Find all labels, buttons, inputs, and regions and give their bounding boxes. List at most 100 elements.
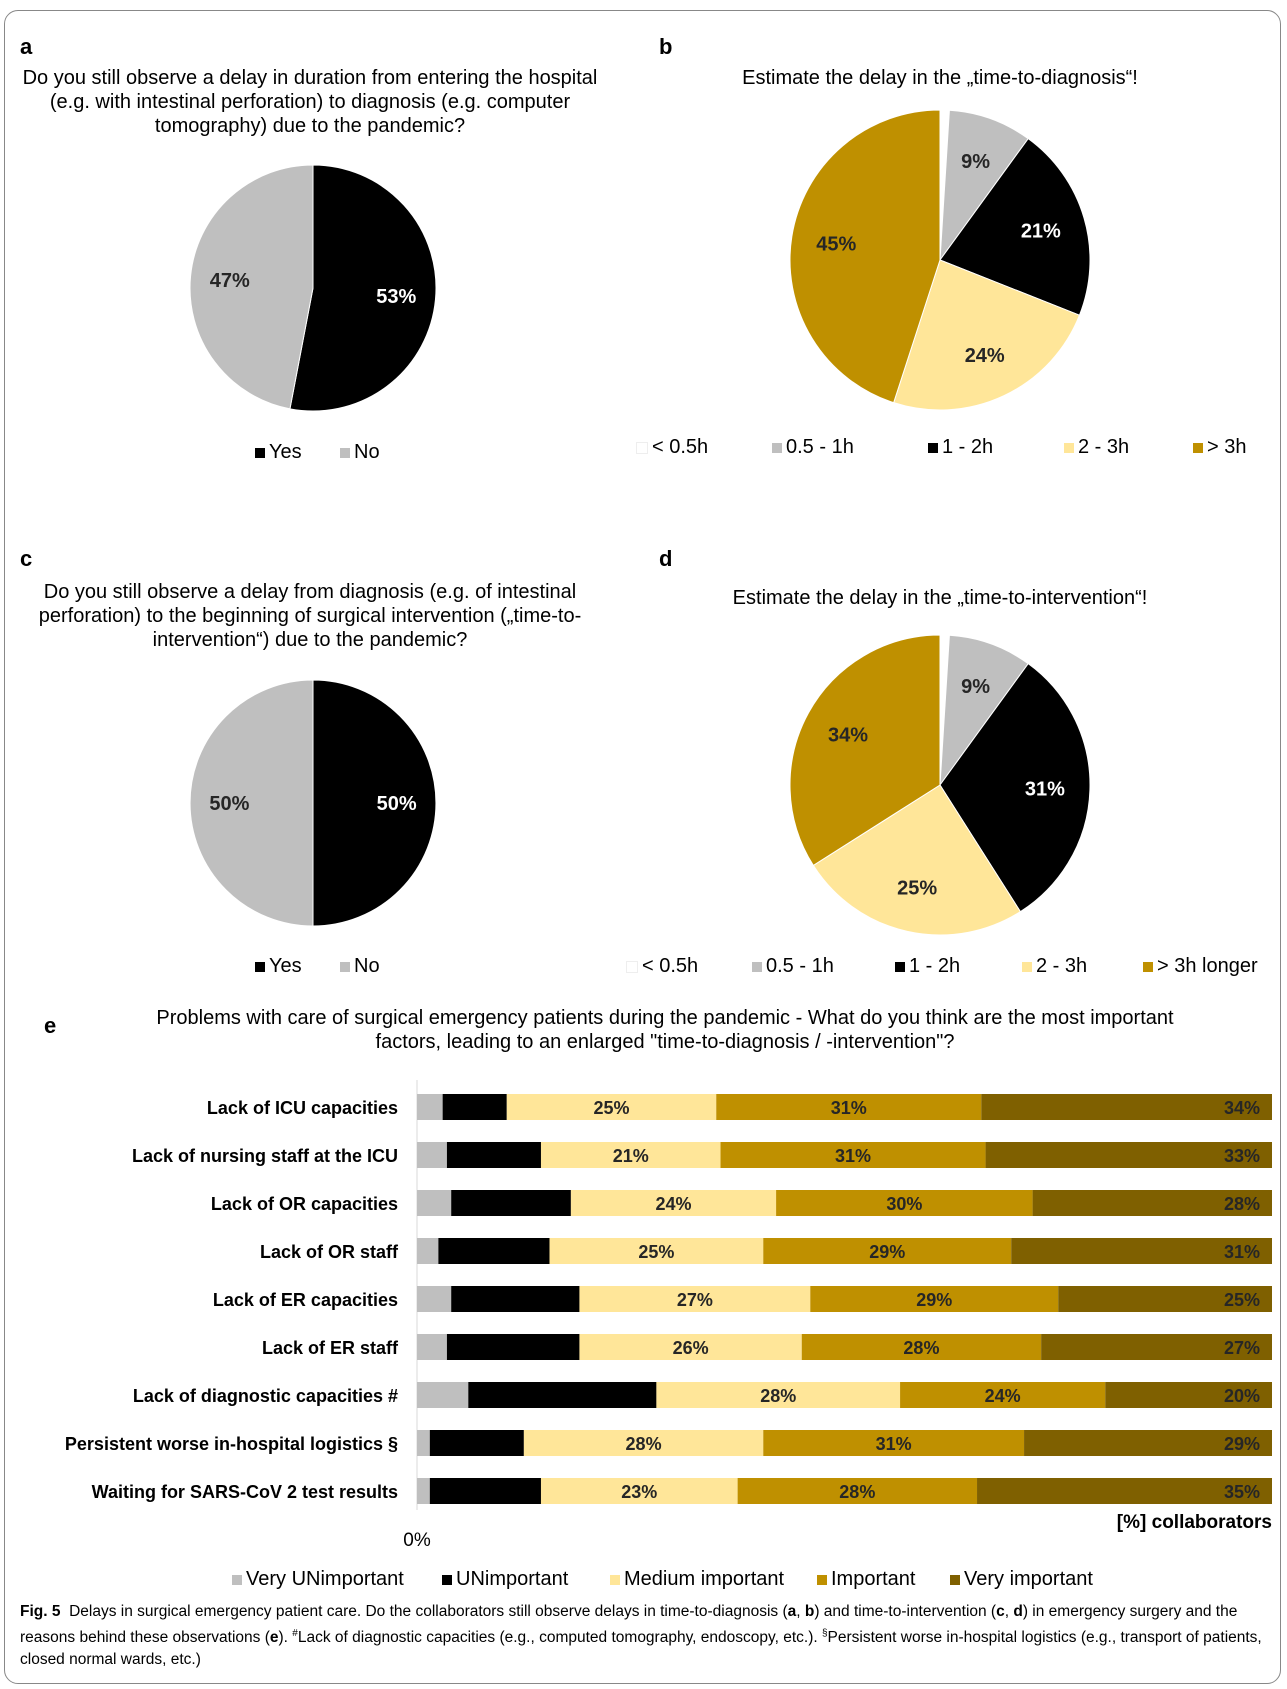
legend-label: Yes	[269, 441, 302, 463]
legend-label: 1 - 2h	[942, 436, 994, 458]
caption-section: §	[821, 1628, 828, 1639]
bar-data-label: 27%	[677, 1290, 713, 1310]
bar-segment-very-important	[981, 1094, 1272, 1120]
caption-sep: ,	[796, 1603, 805, 1620]
legend-swatch	[950, 1574, 960, 1585]
pie-slice-1-2h	[939, 662, 1091, 913]
legend-swatch	[1064, 442, 1074, 453]
bar-data-label: 26%	[673, 1338, 709, 1358]
bar-data-label: 30%	[886, 1194, 922, 1214]
legend-label: 0.5 - 1h	[766, 955, 834, 977]
legend-label: UNimportant	[456, 1568, 569, 1590]
category-label: Lack of ER capacities	[213, 1290, 398, 1310]
category-label: Lack of nursing staff at the ICU	[132, 1146, 398, 1166]
bar-data-label: 31%	[835, 1146, 871, 1166]
legend-label: 2 - 3h	[1036, 955, 1088, 977]
legend-swatch	[255, 447, 265, 458]
stacked-bar-chart-e: Lack of ICU capacities 25% 31% 34% Lack of n…	[65, 1080, 1272, 1550]
caption-ref-e: e	[269, 1629, 279, 1647]
pie-slice-0-5-1h	[939, 109, 1029, 262]
legend-item-no: No	[340, 955, 380, 978]
bar-segment-medium-important	[540, 1478, 738, 1504]
pie-data-label: 34%	[828, 724, 868, 746]
bar-segment-very-unimportant	[417, 1094, 443, 1120]
pie-data-label: 21%	[1021, 221, 1061, 243]
legend-label: > 3h	[1207, 436, 1247, 458]
legend-c: Yes No	[255, 955, 455, 979]
pie-slice-3h-longer	[789, 634, 941, 867]
category-label: Waiting for SARS-CoV 2 test results	[92, 1482, 398, 1502]
bar-data-label: 23%	[621, 1482, 657, 1502]
caption-hash: #	[292, 1628, 298, 1639]
bar-segment-unimportant	[442, 1094, 507, 1120]
bar-segment-important	[716, 1094, 982, 1120]
caption-text: ).	[278, 1629, 293, 1647]
panel-d-title: Estimate the delay in the „time-to-inter…	[732, 587, 1148, 609]
pie-slice-yes	[312, 679, 437, 927]
legend-item-2-3h: 2 - 3h	[1022, 955, 1087, 978]
bar-data-label: 28%	[839, 1482, 875, 1502]
bar-segment-very-important	[1041, 1334, 1272, 1360]
panel-letter-c: c	[20, 546, 33, 571]
legend-label: Important	[831, 1568, 916, 1590]
legend-item-yes: Yes	[255, 441, 302, 464]
legend-item-0-5h: < 0.5h	[636, 436, 708, 459]
bar-data-label: 24%	[985, 1386, 1021, 1406]
panel-c-title: Do you still observe a delay from diagno…	[38, 581, 582, 651]
bar-segment-very-unimportant	[417, 1478, 430, 1504]
legend-swatch	[817, 1574, 827, 1585]
pie-chart-c: 50% 50%	[189, 679, 437, 927]
pie-slice-no	[189, 679, 314, 927]
bar-segment-medium-important	[579, 1286, 811, 1312]
legend-item-3h-longer: > 3h longer	[1143, 955, 1258, 978]
legend-item-3h: > 3h	[1193, 436, 1246, 459]
legend-swatch	[1193, 442, 1203, 453]
legend-swatch	[610, 1574, 620, 1585]
bar-segment-unimportant	[446, 1142, 541, 1168]
pie-data-label: 24%	[965, 345, 1005, 367]
bar-segment-unimportant	[429, 1430, 524, 1456]
bar-segment-very-unimportant	[417, 1142, 447, 1168]
bar-segment-very-important	[1058, 1286, 1272, 1312]
legend-item-0-5-1h: 0.5 - 1h	[752, 955, 834, 978]
bar-data-label: 21%	[613, 1146, 649, 1166]
legend-item-2-3h: 2 - 3h	[1064, 436, 1129, 459]
panel-letter-b: b	[659, 34, 673, 59]
caption-note-1: Lack of diagnostic capacities (e.g., com…	[297, 1629, 822, 1647]
legend-e: Very UNimportant UNimportant Medium import…	[232, 1568, 1132, 1592]
bar-segment-important	[801, 1334, 1042, 1360]
bar-segment-important	[720, 1142, 986, 1168]
caption-text: Delays in surgical emergency patient car…	[69, 1603, 788, 1620]
bar-segment-important	[900, 1382, 1106, 1408]
bar-segment-important	[737, 1478, 978, 1504]
legend-label: 0.5 - 1h	[786, 436, 854, 458]
legend-d: < 0.5h 0.5 - 1h 1 - 2h 2 - 3h > 3h longer	[620, 955, 1280, 979]
bar-segment-important	[810, 1286, 1059, 1312]
bar-segment-very-unimportant	[417, 1334, 447, 1360]
legend-label: Very important	[964, 1568, 1093, 1590]
bar-data-label: 25%	[593, 1098, 629, 1118]
bar-data-label: 28%	[903, 1338, 939, 1358]
bar-segment-very-unimportant	[417, 1286, 452, 1312]
legend-swatch	[895, 961, 905, 972]
legend-swatch	[752, 961, 762, 972]
legend-item-1-2h: 1 - 2h	[895, 955, 960, 978]
figure-caption: Fig. 5 Delays in surgical emergency pati…	[20, 1601, 1270, 1671]
bar-segment-very-important	[1024, 1430, 1272, 1456]
bar-data-label: 31%	[1224, 1242, 1260, 1262]
bar-data-label: 31%	[831, 1098, 867, 1118]
legend-item-very-unimportant: Very UNimportant	[232, 1568, 404, 1591]
caption-ref-c: c	[996, 1603, 1005, 1620]
pie-chart-b: 9% 21% 24% 45%	[789, 109, 1091, 411]
pie-slice-3h	[789, 109, 941, 404]
caption-text: ) and time-to-intervention (	[814, 1603, 997, 1620]
bar-data-label: 27%	[1224, 1338, 1260, 1358]
pie-data-label: 53%	[376, 286, 416, 308]
caption-text: ) in emergency surgery and the reasons b…	[20, 1603, 1238, 1647]
pie-chart-d: 9% 31% 25% 34%	[789, 634, 1091, 936]
bar-segment-medium-important	[523, 1430, 764, 1456]
bar-segment-medium-important	[549, 1238, 764, 1264]
legend-swatch	[1022, 961, 1032, 972]
bar-data-label: 35%	[1224, 1482, 1260, 1502]
bar-segment-important	[763, 1238, 1012, 1264]
